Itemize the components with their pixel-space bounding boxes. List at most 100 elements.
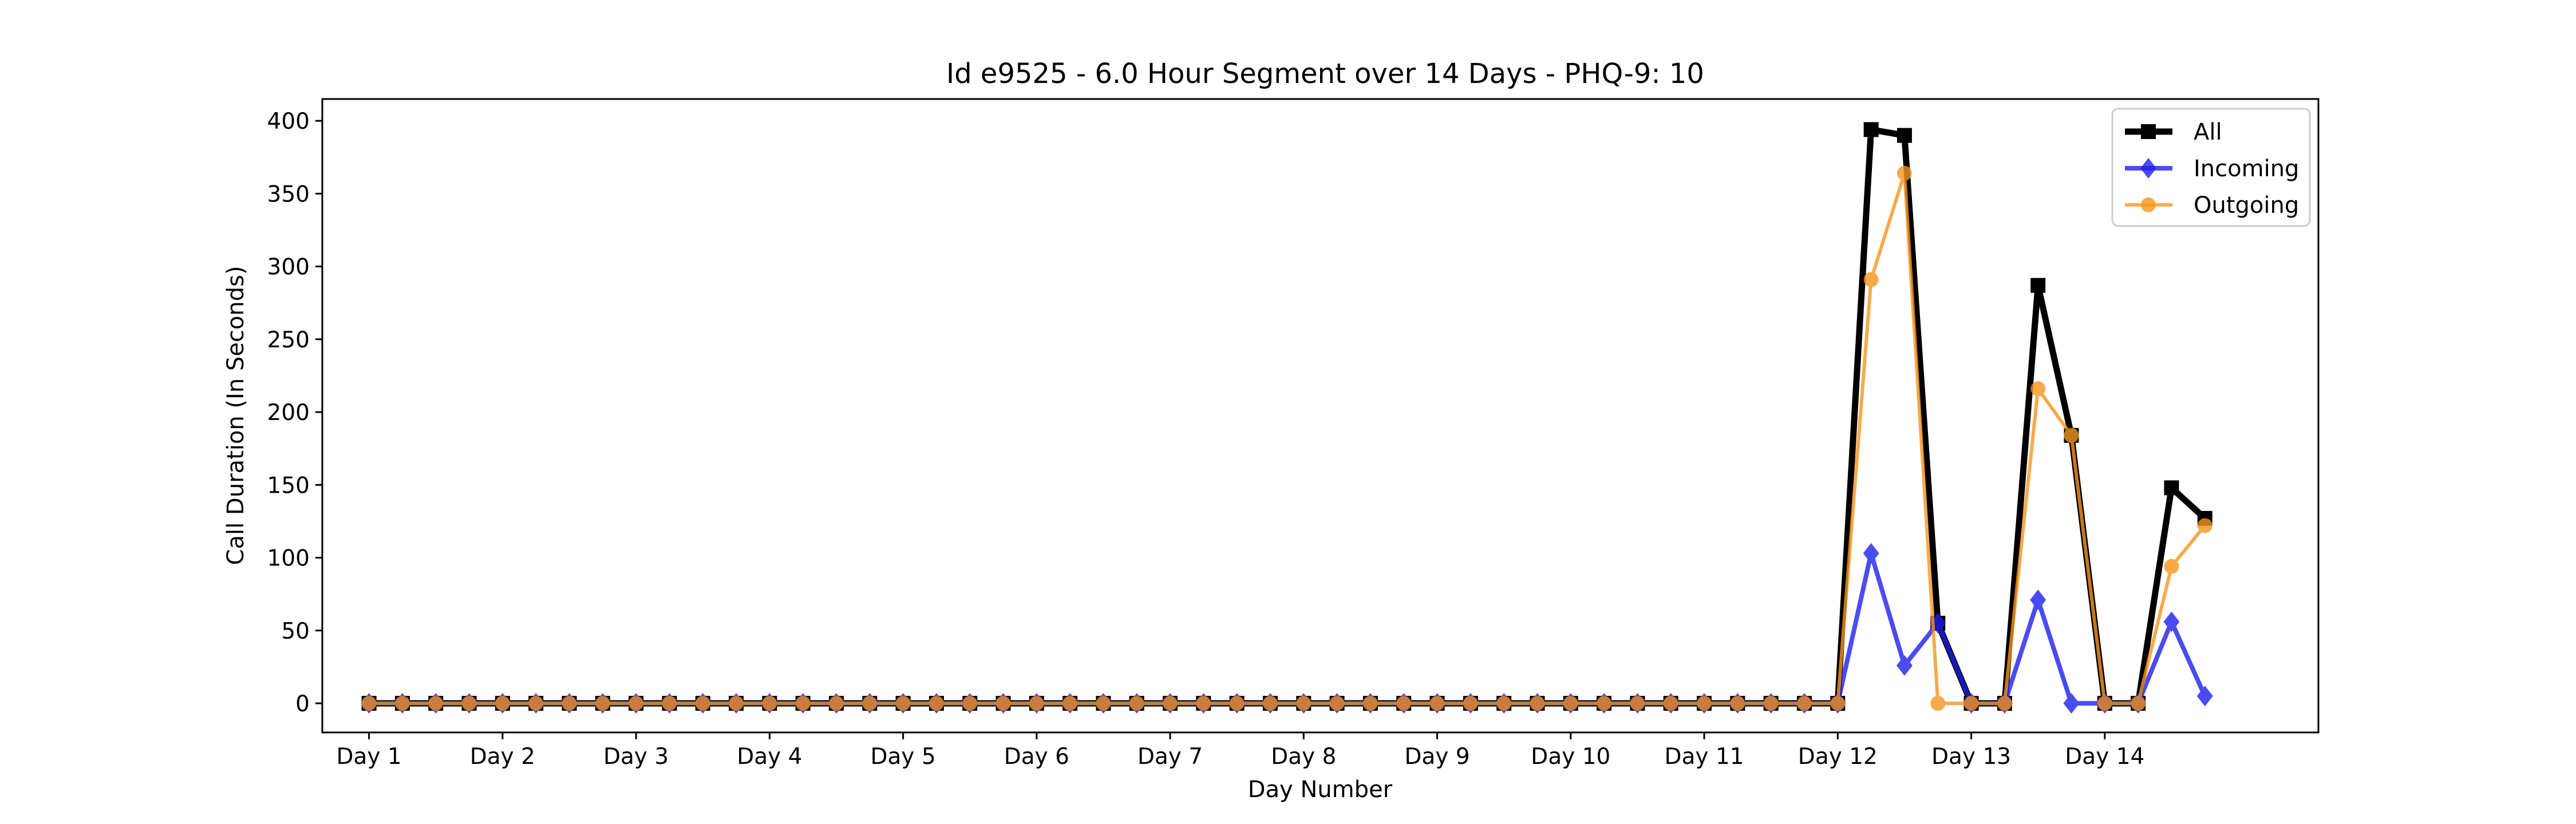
data-point-circle [1429,696,1445,711]
data-point-circle [1830,696,1846,711]
data-point-circle [2197,518,2212,533]
legend-marker-square [2141,124,2156,139]
data-point-square [2030,278,2046,293]
data-point-circle [1563,696,1578,711]
data-point-circle [1329,696,1345,711]
x-tick-label: Day 13 [1931,744,2011,770]
x-tick-label: Day 5 [870,744,935,770]
data-point-circle [1263,696,1278,711]
plot-area [321,98,2320,734]
y-tick-label: 400 [267,109,310,134]
data-point-circle [1396,696,1412,711]
series-line-outgoing [369,171,2207,706]
series-outgoing [361,165,2212,711]
x-tick-label: Day 14 [2065,744,2144,770]
data-point-square [1897,128,1912,143]
data-point-circle [1496,696,1512,711]
data-point-circle [1663,696,1678,711]
data-point-circle [1763,696,1779,711]
legend-entry-all: All [2125,119,2222,145]
y-tick-label: 300 [267,255,310,280]
data-point-circle [394,696,410,711]
data-point-circle [1296,696,1311,711]
data-point-diamond [2163,611,2180,632]
x-tick-label: Day 10 [1531,744,1610,770]
y-tick-label: 150 [267,473,310,498]
x-tick-label: Day 2 [470,744,535,770]
x-tick-label: Day 4 [737,744,802,770]
data-point-diamond [1863,542,1879,564]
data-point-circle [461,696,477,711]
y-axis: 0 50 100 150 200 250 300 350 400 [267,109,322,717]
x-tick-label: Day 7 [1137,744,1203,770]
data-point-circle [1930,696,1946,711]
legend-marker-diamond [2140,158,2156,179]
data-point-circle [1029,696,1044,711]
data-point-square [2164,480,2179,496]
chart-title: Id e9525 - 6.0 Hour Segment over 14 Days… [946,58,1704,90]
data-point-circle [1229,696,1244,711]
y-tick-label: 50 [281,619,310,644]
data-point-diamond [1896,655,1913,676]
data-point-circle [1797,696,1812,711]
y-axis-label: Call Duration (In Seconds) [223,266,249,565]
data-point-circle [662,696,677,711]
data-point-circle [929,696,944,711]
x-tick-label: Day 12 [1798,744,1878,770]
data-point-circle [2064,427,2079,443]
x-tick-label: Day 3 [603,744,669,770]
legend-box [2111,108,2311,227]
data-point-circle [1530,696,1545,711]
data-point-circle [1196,696,1211,711]
data-point-circle [828,696,844,711]
data-point-circle [528,696,544,711]
legend: All Incoming Outgoing [2111,108,2311,227]
data-point-circle [629,696,644,711]
data-point-circle [762,696,777,711]
data-point-circle [1697,696,1712,711]
x-tick-label: Day 8 [1271,744,1336,770]
data-point-circle [361,696,377,711]
data-point-circle [1997,696,2012,711]
x-tick-label: Day 11 [1665,744,1744,770]
y-tick-label: 200 [267,400,310,426]
data-point-circle [1863,272,1879,287]
x-tick-label: Day 9 [1404,744,1469,770]
data-point-circle [729,696,744,711]
data-point-circle [1463,696,1478,711]
x-axis: Day 1 Day 2 Day 3 Day 4 Day 5 Day 6 Day 7 Day 8… [337,732,2144,770]
data-point-circle [495,696,510,711]
legend-marker-circle [2141,197,2156,212]
legend-entry-outgoing: Outgoing [2125,192,2299,219]
data-point-circle [1597,696,1612,711]
x-axis-label: Day Number [1248,777,1393,803]
data-point-circle [2097,696,2112,711]
data-point-circle [1897,165,1912,181]
data-point-circle [1963,696,1979,711]
data-point-circle [428,696,444,711]
data-point-circle [562,696,577,711]
y-tick-label: 350 [267,181,310,207]
plot-frame [321,98,2320,734]
y-tick-label: 0 [295,691,310,717]
legend-label: Outgoing [2194,192,2299,219]
legend-label: All [2194,119,2222,145]
legend-label: Incoming [2194,156,2299,182]
data-point-diamond [2063,693,2080,714]
data-point-circle [862,696,878,711]
data-point-circle [1096,696,1111,711]
data-point-circle [895,696,911,711]
data-point-circle [1163,696,1178,711]
data-point-circle [1630,696,1645,711]
data-point-circle [695,696,710,711]
series-layer [361,122,2213,714]
data-point-circle [2131,696,2146,711]
data-point-circle [962,696,978,711]
data-point-circle [995,696,1011,711]
data-point-circle [2164,558,2179,574]
data-point-circle [595,696,610,711]
data-point-square [1863,122,1879,137]
legend-entry-incoming: Incoming [2125,156,2299,182]
data-point-circle [1062,696,1078,711]
